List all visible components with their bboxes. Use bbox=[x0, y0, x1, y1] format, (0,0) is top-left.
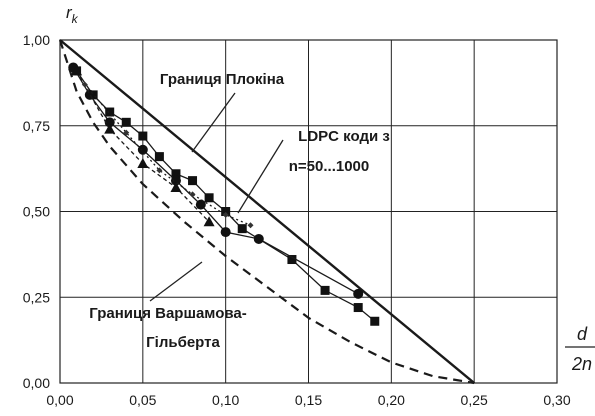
vg-bound-label-line1: Границя Варшамова- bbox=[89, 305, 246, 322]
x-tick-label: 0,30 bbox=[543, 392, 570, 408]
ldpc-triangle-marker bbox=[170, 181, 182, 192]
varshamov-gilbert-bound-line bbox=[58, 39, 475, 385]
ldpc-square-marker bbox=[237, 224, 247, 234]
ldpc-triangle-marker bbox=[104, 123, 116, 134]
ldpc-square-marker bbox=[320, 285, 330, 295]
ldpc-triangle-marker bbox=[137, 157, 149, 168]
vg-bound-label-line2: Гільберта bbox=[146, 334, 220, 351]
ldpc-triangle-marker bbox=[71, 65, 83, 76]
x-axis-label-numerator: d bbox=[577, 324, 588, 344]
ldpc-square-marker bbox=[204, 193, 214, 203]
ldpc-square-marker bbox=[221, 207, 231, 216]
x-tick-labels: 0,00 0,05 0,10 0,15 0,20 0,25 0,30 bbox=[46, 392, 570, 408]
x-tick-label: 0,25 bbox=[461, 392, 488, 408]
ldpc-square-marker bbox=[188, 176, 198, 186]
grid bbox=[59, 39, 558, 384]
ldpc-square-marker bbox=[353, 303, 363, 313]
ldpc-dot-marker bbox=[222, 211, 229, 218]
x-tick-label: 0,10 bbox=[212, 392, 239, 408]
ldpc-label-line2: n=50...1000 bbox=[289, 158, 369, 175]
y-tick-labels: 0,00 0,25 0,50 0,75 1,00 bbox=[23, 32, 50, 391]
ldpc-circle-marker bbox=[104, 117, 115, 128]
ldpc-circle-marker bbox=[253, 233, 264, 244]
bound-lines bbox=[58, 39, 475, 385]
ldpc-circle-marker bbox=[220, 227, 231, 238]
ldpc-circle-marker bbox=[195, 199, 206, 210]
y-tick-label: 0,75 bbox=[23, 118, 50, 134]
ldpc-series-line-circle bbox=[72, 67, 359, 295]
ldpc-circle-marker bbox=[84, 89, 95, 100]
vg-arrow bbox=[149, 261, 203, 302]
ldpc-square-marker bbox=[370, 316, 380, 326]
ldpc-square-marker bbox=[138, 131, 148, 141]
ldpc-circle-marker bbox=[353, 288, 364, 299]
y-axis-label: rk bbox=[66, 3, 79, 26]
ldpc-circle-marker bbox=[170, 175, 181, 186]
ldpc-dot-marker bbox=[81, 81, 88, 88]
ldpc-square-marker bbox=[171, 169, 181, 179]
y-axis-label-subscript: k bbox=[72, 12, 79, 26]
x-axis-label: d 2n bbox=[565, 324, 595, 374]
ldpc-dot-marker bbox=[123, 129, 130, 136]
x-tick-label: 0,15 bbox=[295, 392, 322, 408]
plotkin-bound-label: Границя Плокіна bbox=[160, 71, 285, 88]
y-tick-label: 0,50 bbox=[23, 204, 50, 220]
ldpc-series bbox=[68, 62, 380, 326]
y-tick-label: 0,25 bbox=[23, 289, 50, 305]
x-tick-label: 0,00 bbox=[46, 392, 73, 408]
x-tick-label: 0,20 bbox=[378, 392, 405, 408]
ldpc-square-marker bbox=[287, 255, 297, 265]
ldpc-square-marker bbox=[121, 117, 131, 127]
ldpc-dot-marker bbox=[247, 222, 254, 229]
ldpc-dot-marker bbox=[189, 191, 196, 198]
x-axis-label-denominator: 2n bbox=[571, 354, 592, 374]
y-axis-label-main: r bbox=[66, 3, 73, 22]
ldpc-square-marker bbox=[154, 152, 164, 162]
plot-frame bbox=[59, 39, 558, 384]
y-tick-label: 0,00 bbox=[23, 375, 50, 391]
plotkin-bound-line bbox=[59, 39, 475, 384]
ldpc-arrow bbox=[237, 139, 284, 214]
ldpc-triangle-marker bbox=[203, 216, 215, 227]
ldpc-circle-marker bbox=[137, 144, 148, 155]
ldpc-dot-marker bbox=[156, 167, 163, 174]
plotkin-arrow bbox=[191, 92, 236, 153]
ldpc-square-marker bbox=[105, 107, 115, 117]
x-tick-label: 0,05 bbox=[129, 392, 156, 408]
ldpc-label-line1: LDPC коди з bbox=[298, 128, 390, 145]
y-tick-label: 1,00 bbox=[23, 32, 50, 48]
